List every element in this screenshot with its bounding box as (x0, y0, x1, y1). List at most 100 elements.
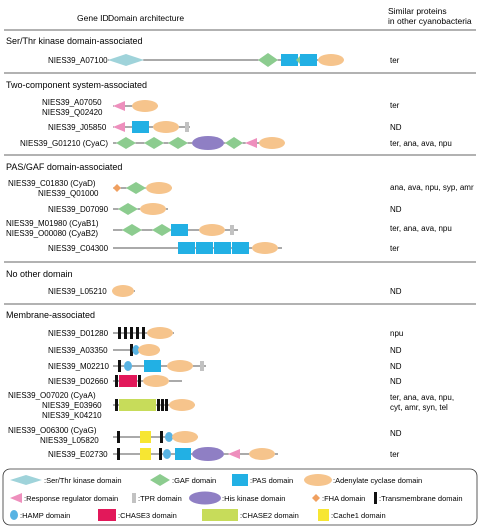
architecture-row (113, 344, 160, 356)
architecture-row (113, 431, 198, 443)
gene-id: NIES39_L05820 (40, 436, 99, 445)
his-kinase-symbol (189, 491, 221, 505)
tpr-domain (185, 122, 189, 132)
legend-label: :CHASE2 domain (240, 511, 299, 520)
gaf-domain (168, 137, 188, 149)
gene-id: NIES39_E02730 (48, 450, 108, 459)
architecture-row (113, 203, 168, 215)
legend-label: :CHASE3 domain (118, 511, 177, 520)
transmembrane-domain (138, 375, 141, 387)
legend-label: :GAF domain (172, 476, 216, 485)
fha-symbol (312, 494, 320, 502)
transmembrane-domain (136, 327, 139, 339)
ser-thr-kinase-symbol (10, 475, 42, 485)
transmembrane-domain (159, 448, 162, 460)
gene-id: NIES39_L05210 (48, 287, 107, 296)
chase2-symbol (202, 509, 238, 521)
gene-id: NIES39_J05850 (48, 123, 107, 132)
chase3-domain (119, 375, 137, 387)
adenylate-cyclase-domain (112, 285, 134, 297)
pas-domain (300, 54, 317, 66)
legend-label: :Response regulator domain (24, 494, 118, 503)
pas-domain (171, 224, 188, 236)
pas-domain (214, 242, 231, 254)
header-similar-line1: Similar proteins (388, 6, 447, 16)
gaf-domain (152, 224, 172, 236)
adenylate-cyclase-domain (147, 327, 173, 339)
transmembrane-symbol (374, 492, 377, 504)
hamp-domain (132, 345, 140, 355)
adenylate-cyclase-domain (143, 375, 169, 387)
transmembrane-domain (118, 360, 121, 372)
adenylate-cyclase-domain (199, 224, 225, 236)
response-regulator-domain (113, 122, 125, 132)
tpr-symbol (132, 493, 136, 503)
gaf-domain (122, 224, 142, 236)
section-title: PAS/GAF domain-associated (6, 162, 122, 172)
gaf-domain (144, 137, 164, 149)
adenylate-cyclase-symbol (304, 474, 332, 486)
architecture-row (113, 375, 182, 387)
transmembrane-domain (165, 399, 168, 411)
architecture-row (113, 121, 190, 133)
adenylate-cyclase-domain (169, 399, 195, 411)
architecture-row (113, 224, 238, 236)
hamp-domain (165, 432, 173, 442)
gaf-domain (225, 137, 243, 149)
header-gene-id: Gene ID (77, 13, 109, 23)
architecture-row (113, 360, 206, 372)
similar-proteins: ND (390, 346, 402, 355)
gaf-domain (258, 53, 278, 67)
response-regulator-domain (245, 138, 257, 148)
pas-domain (178, 242, 195, 254)
transmembrane-domain (115, 375, 118, 387)
gene-id: NIES39_O06300 (CyaG) (8, 426, 97, 435)
legend-label: :Ser/Thr kinase domain (44, 476, 122, 485)
gene-id: NIES39_A03350 (48, 346, 108, 355)
similar-proteins: cyt, amr, syn, tel (390, 403, 448, 412)
similar-proteins: ND (390, 377, 402, 386)
legend-item-response-regulator: :Response regulator domain (10, 493, 118, 503)
header-similar-line2: in other cyanobacteria (388, 16, 472, 26)
adenylate-cyclase-domain (249, 448, 275, 460)
his-kinase-domain (192, 447, 224, 461)
response-regulator-domain (113, 101, 125, 111)
chase2-domain (119, 399, 156, 411)
legend-label: :FHA domain (322, 494, 365, 503)
architecture-row (113, 447, 278, 461)
gene-id: NIES39_O07020 (CyaA) (8, 391, 96, 400)
cache1-domain (140, 431, 151, 443)
legend-item-ser-thr-kinase: :Ser/Thr kinase domain (10, 475, 122, 485)
similar-proteins: ter, ana, ava, npu, (390, 393, 454, 402)
transmembrane-domain (160, 431, 163, 443)
gene-id: NIES39_C04300 (48, 244, 109, 253)
adenylate-cyclase-domain (167, 360, 193, 372)
his-kinase-domain (192, 136, 224, 150)
transmembrane-domain (130, 344, 133, 356)
legend-item-hamp: :HAMP domain (10, 510, 70, 520)
adenylate-cyclase-domain (318, 54, 344, 66)
response-regulator-domain (228, 449, 240, 459)
cache1-symbol (318, 509, 329, 521)
pas-domain (232, 242, 249, 254)
pas-domain (196, 242, 213, 254)
legend-item-cache1: :Cache1 domain (318, 509, 386, 521)
gaf-domain (118, 203, 138, 215)
legend-label: :Cache1 domain (331, 511, 386, 520)
similar-proteins: ND (390, 123, 402, 132)
transmembrane-domain (157, 399, 160, 411)
hamp-domain (124, 361, 132, 371)
legend-box (2, 468, 478, 526)
legend-item-pas: :PAS domain (232, 474, 293, 486)
adenylate-cyclase-domain (146, 182, 172, 194)
architecture-row (108, 53, 344, 67)
pas-domain (281, 54, 298, 66)
adenylate-cyclase-domain (132, 100, 158, 112)
gaf-symbol (150, 474, 170, 486)
architecture-row (113, 399, 195, 411)
adenylate-cyclase-domain (153, 121, 179, 133)
transmembrane-domain (117, 431, 120, 443)
architecture-row (113, 100, 158, 112)
legend-item-chase3: :CHASE3 domain (98, 509, 177, 521)
gene-id: NIES39_D02660 (48, 377, 109, 386)
